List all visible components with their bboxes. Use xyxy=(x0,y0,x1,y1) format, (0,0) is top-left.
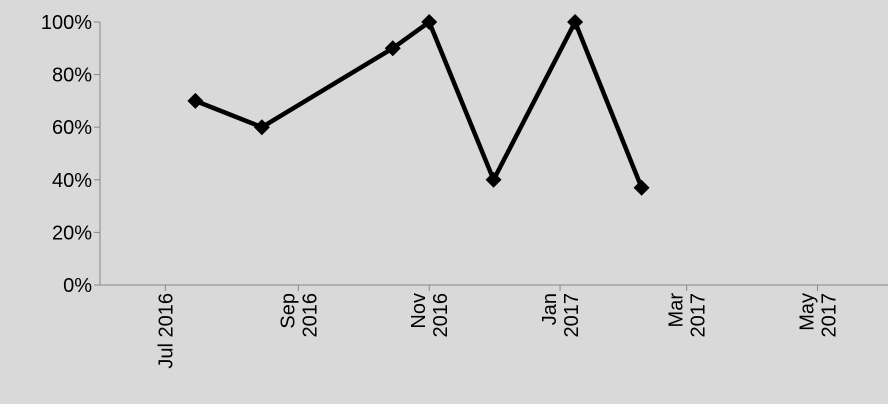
x-tick-label-line: 2017 xyxy=(688,293,710,338)
data-point xyxy=(253,119,270,136)
y-tick-label: 100% xyxy=(41,12,92,34)
x-tick-label-line: 2016 xyxy=(430,293,452,338)
series-line xyxy=(194,16,644,189)
x-tick-label-line: 2017 xyxy=(561,293,583,338)
x-tick-label: Jan 2017 xyxy=(539,293,583,338)
x-tick-label-line: Mar xyxy=(666,293,688,328)
y-tick-label: 0% xyxy=(63,275,92,297)
data-point xyxy=(421,14,438,30)
x-tick-label: May 2017 xyxy=(796,293,840,338)
y-tick-labels: 0% 20% 40% 60% 80% 100% xyxy=(41,12,92,297)
x-tick-label: Jul 2016 xyxy=(155,293,177,369)
y-tick-label: 80% xyxy=(52,65,92,87)
x-tick-label: Mar 2017 xyxy=(666,293,710,338)
data-point xyxy=(485,171,502,188)
x-tick-labels: Jul 2016 Sep 2016 Nov 2016 Jan 2017 Mar 2017 May 2… xyxy=(155,293,840,369)
y-tick-label: 20% xyxy=(52,222,92,244)
x-tick-label-line: Nov xyxy=(408,293,430,329)
x-tick-label-line: May xyxy=(796,293,818,331)
x-tick-label-line: 2017 xyxy=(818,293,840,338)
axes xyxy=(94,21,888,291)
x-tick-label-line: Jul 2016 xyxy=(155,293,177,369)
series-layer xyxy=(187,14,650,196)
data-point xyxy=(187,92,204,109)
data-point xyxy=(633,179,650,196)
x-tick-label-line: Sep xyxy=(277,293,299,329)
data-point xyxy=(567,14,584,30)
x-tick-label-line: Jan xyxy=(539,293,561,325)
x-tick-label: Nov 2016 xyxy=(408,293,452,338)
y-tick-label: 60% xyxy=(52,117,92,139)
y-tick-label: 40% xyxy=(52,170,92,192)
data-point xyxy=(384,40,401,57)
x-tick-label: Sep 2016 xyxy=(277,293,321,338)
x-tick-label-line: 2016 xyxy=(299,293,321,338)
